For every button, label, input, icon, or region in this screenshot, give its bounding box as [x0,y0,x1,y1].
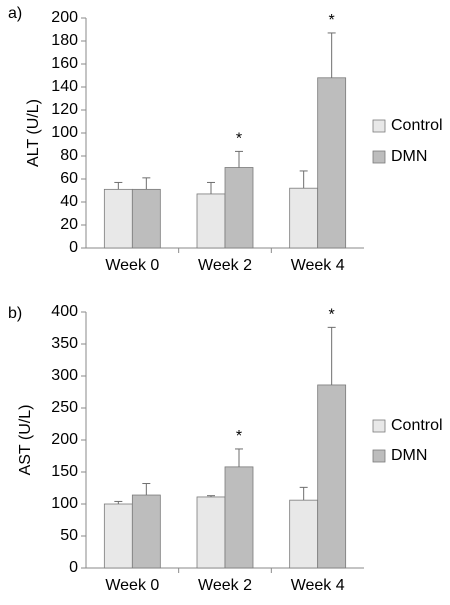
legend-label-control: Control [391,117,443,134]
x-tick-label: Week 0 [105,257,159,274]
x-tick-label: Week 4 [291,257,345,274]
significance-mark: * [236,428,242,445]
y-tick-label: 200 [51,9,78,26]
y-tick-label: 400 [51,303,78,320]
bar-control [196,193,226,249]
bar-control [289,187,319,249]
y-tick-label: 40 [60,193,78,210]
legend-swatch-dmn [372,449,386,463]
bar-control [196,496,226,569]
legend-swatch-control [372,419,386,433]
legend-swatch-control [372,119,386,133]
legend-label-dmn: DMN [391,148,427,165]
y-tick-label: 0 [69,239,78,256]
y-tick-label: 80 [60,147,78,164]
panel-label: a) [8,5,22,22]
y-tick-label: 200 [51,431,78,448]
y-tick-label: 0 [69,559,78,576]
y-tick-label: 140 [51,78,78,95]
legend-swatch-dmn [372,150,386,164]
y-tick-label: 250 [51,399,78,416]
x-tick-label: Week 0 [105,577,159,594]
x-tick-label: Week 2 [198,257,252,274]
bar-dmn [224,167,254,249]
y-axis-title: AST (U/L) [17,405,34,476]
y-tick-label: 20 [60,216,78,233]
y-axis-title: ALT (U/L) [25,99,42,167]
legend-label-control: Control [391,417,443,434]
significance-mark: * [329,12,335,29]
y-tick-label: 160 [51,55,78,72]
bar-dmn [131,188,161,249]
y-tick-label: 60 [60,170,78,187]
bar-control [103,188,133,249]
y-tick-label: 300 [51,367,78,384]
y-tick-label: 100 [51,124,78,141]
y-tick-label: 350 [51,335,78,352]
x-tick-label: Week 4 [291,577,345,594]
bar-control [103,503,133,569]
x-tick-label: Week 2 [198,577,252,594]
bar-control [289,499,319,569]
chart-panel-2: b) AST (U/L) 0 50 100 150 200 250 300 350 400 Week … [8,303,443,594]
y-tick-label: 50 [60,527,78,544]
bar-dmn [317,384,347,569]
legend-label-dmn: DMN [391,447,427,464]
bar-dmn [317,77,347,249]
panel-label: b) [8,305,22,322]
significance-mark: * [236,130,242,147]
y-tick-label: 150 [51,463,78,480]
chart-panel-1: a) ALT (U/L) 0 20 40 60 80 100 120 140 160 180 200 We… [8,5,443,274]
bar-dmn [224,466,254,569]
y-tick-label: 180 [51,32,78,49]
y-tick-label: 120 [51,101,78,118]
y-tick-label: 100 [51,495,78,512]
significance-mark: * [329,306,335,323]
bar-dmn [131,494,161,569]
